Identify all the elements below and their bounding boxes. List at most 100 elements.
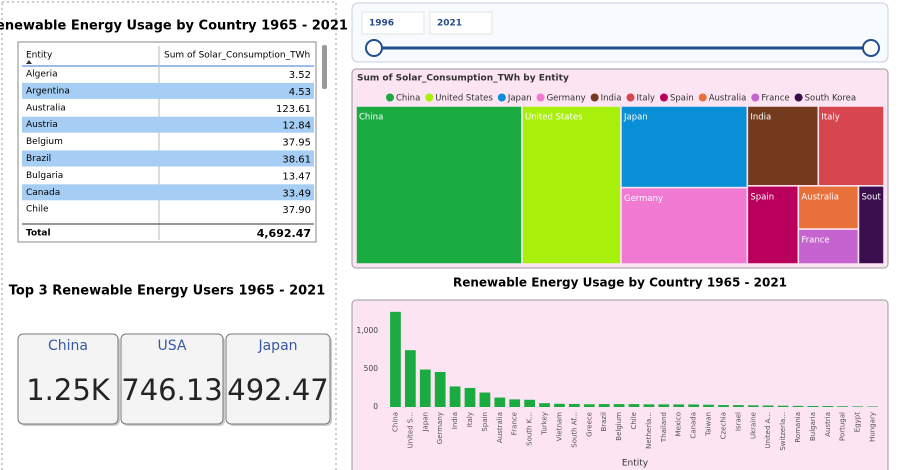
x-tick-label: Belgium <box>615 412 623 441</box>
tile-label: Japan <box>623 113 648 123</box>
slider-handle[interactable] <box>365 39 383 57</box>
slicer-start-box[interactable] <box>361 11 425 35</box>
bar-chart: 0 500 1,000 China United S... Japan Germany Ind… <box>357 311 878 451</box>
card-label: Japan <box>257 338 297 354</box>
x-tick-label: Brazil <box>600 412 608 432</box>
bar <box>479 392 491 407</box>
legend-label: Japan <box>507 94 532 104</box>
legend-swatch <box>659 93 668 102</box>
x-tick-label: United S... <box>406 412 414 448</box>
legend-swatch <box>626 93 635 102</box>
card-value: 746.13 <box>121 373 222 407</box>
tile-label: United States <box>525 113 583 123</box>
bar <box>524 399 536 407</box>
bar <box>494 397 506 407</box>
row-highlight <box>22 116 314 133</box>
bar <box>732 405 744 407</box>
legend-swatch <box>386 93 394 102</box>
bar <box>628 404 640 407</box>
x-tick-label: Turkey <box>541 412 549 436</box>
scrollbar[interactable] <box>322 45 327 89</box>
bar <box>613 404 625 407</box>
x-tick-label: United A... <box>764 412 772 449</box>
bar <box>464 387 476 407</box>
legend-label: Italy <box>637 94 655 104</box>
x-tick-label: Canada <box>690 412 698 439</box>
bar <box>509 399 521 407</box>
bar <box>688 404 700 407</box>
tile-label: South Korea <box>862 192 902 202</box>
row-highlight <box>22 82 314 99</box>
tile-label: France <box>801 236 829 246</box>
x-tick-label: France <box>511 412 519 435</box>
x-tick-label: Switzerla... <box>779 412 787 451</box>
bar <box>762 405 774 407</box>
bar <box>792 405 804 407</box>
bar <box>777 405 789 407</box>
cell: Algeria <box>26 70 58 80</box>
row-highlight <box>22 184 314 201</box>
slider-handle[interactable] <box>862 39 880 57</box>
cell: 3.52 <box>289 70 311 81</box>
card-value: 1.25K <box>26 373 111 407</box>
x-tick-label: Ukraine <box>749 412 757 439</box>
slicer-start: 1996 <box>369 19 394 29</box>
legend-label: India <box>601 94 622 104</box>
legend-label: France <box>761 94 789 104</box>
x-tick-label: India <box>451 412 459 429</box>
treemap-title: Sum of Solar_Consumption_TWh by Entity <box>357 74 569 84</box>
bar <box>852 406 864 407</box>
bar <box>419 369 431 407</box>
column-header: Sum of Solar_Consumption_TWh <box>164 51 310 61</box>
bar <box>703 404 714 407</box>
cell: Canada <box>26 188 60 198</box>
x-tick-label: Czechia <box>719 412 727 439</box>
bar <box>404 350 416 407</box>
cell: Argentina <box>26 86 70 96</box>
x-tick-label: Romania <box>794 412 802 443</box>
legend-swatch <box>751 93 760 102</box>
cell: 33.49 <box>282 188 311 199</box>
tile-label: China <box>359 113 383 123</box>
bar <box>539 403 550 407</box>
cell: 13.47 <box>282 171 311 182</box>
card <box>120 333 224 425</box>
cell: Chile <box>26 205 49 215</box>
x-axis-label: Entity <box>622 459 649 469</box>
table-body: Algeria 3.52 Argentina 4.53 Australia 123.61 A… <box>22 70 314 216</box>
sort-arrow <box>26 60 32 64</box>
x-tick-label: Portugal <box>839 412 847 441</box>
card <box>17 333 119 425</box>
bar <box>554 403 565 407</box>
legend-swatch <box>794 93 803 102</box>
cards-title: Top 3 Renewable Energy Users 1965 - 2021 <box>9 284 326 299</box>
bar <box>822 406 834 407</box>
tile <box>746 185 800 265</box>
bar <box>643 404 655 407</box>
cards: China 1.25K USA 746.13 Japan 492.47 <box>17 333 332 426</box>
cell: Brazil <box>26 154 51 164</box>
bar-panel <box>351 299 889 470</box>
bar <box>449 386 461 407</box>
tile <box>817 105 885 187</box>
x-tick-label: Egypt <box>854 412 862 432</box>
y-tick-label: 0 <box>373 402 378 411</box>
x-tick-label: Vietnam <box>555 412 563 441</box>
x-tick-label: South Af... <box>570 412 578 448</box>
x-tick-label: Austria <box>824 412 832 437</box>
x-tick-label: Greece <box>585 412 593 437</box>
bar <box>598 404 610 407</box>
cell: Austria <box>26 120 58 130</box>
cell: 12.84 <box>282 121 311 132</box>
bar <box>390 311 401 407</box>
tile-label: Australia <box>801 192 839 202</box>
legend-label: Australia <box>709 94 747 104</box>
tile-label: India <box>750 113 771 123</box>
tile-label: Spain <box>750 192 774 202</box>
x-tick-label: Thailand <box>660 412 668 443</box>
slicer-end-box[interactable] <box>429 11 493 35</box>
treemap: China United States Japan Germany India Italy… <box>355 93 902 265</box>
cell: 38.61 <box>282 155 311 166</box>
tile <box>797 228 860 265</box>
cell: Belgium <box>26 137 63 147</box>
